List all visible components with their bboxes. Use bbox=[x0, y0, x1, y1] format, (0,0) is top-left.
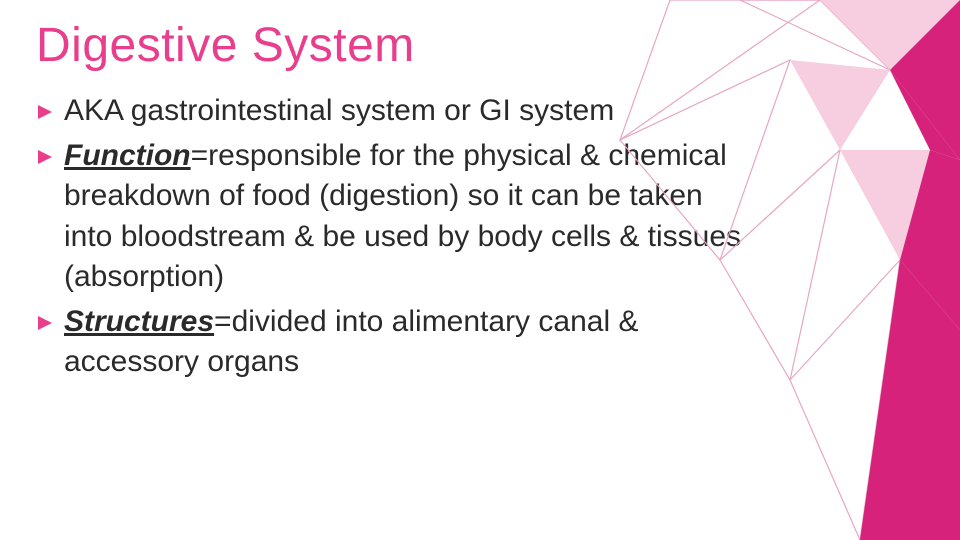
bullet-item: AKA gastrointestinal system or GI system bbox=[36, 91, 756, 132]
bullet-item: Function=responsible for the physical & … bbox=[36, 136, 756, 298]
bullet-arrow-icon bbox=[36, 103, 54, 121]
bullet-plain: AKA gastrointestinal system or GI system bbox=[64, 94, 614, 127]
bullet-arrow-icon bbox=[36, 314, 54, 332]
slide: Digestive System AKA gastrointestinal sy… bbox=[0, 0, 960, 540]
bullet-text: AKA gastrointestinal system or GI system bbox=[64, 91, 756, 132]
bullet-item: Structures=divided into alimentary canal… bbox=[36, 302, 756, 383]
slide-title: Digestive System bbox=[36, 18, 924, 73]
bullet-emph: Structures bbox=[64, 305, 214, 338]
bullet-arrow-icon bbox=[36, 148, 54, 166]
bullet-text: Function=responsible for the physical & … bbox=[64, 136, 756, 298]
slide-body: AKA gastrointestinal system or GI system… bbox=[36, 91, 756, 383]
bullet-emph: Function bbox=[64, 139, 191, 172]
bullet-text: Structures=divided into alimentary canal… bbox=[64, 302, 756, 383]
